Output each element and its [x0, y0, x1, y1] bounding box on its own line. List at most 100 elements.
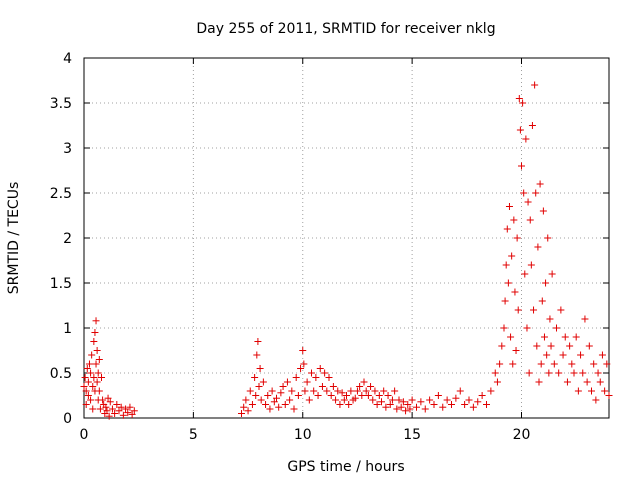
data-point — [563, 378, 571, 386]
data-point — [511, 288, 519, 296]
data-point — [561, 333, 569, 341]
x-tick-label: 5 — [189, 427, 198, 443]
y-tick-label: 0.5 — [50, 366, 72, 382]
data-point — [530, 306, 538, 314]
data-point — [397, 403, 405, 411]
data-point — [598, 351, 606, 359]
data-point — [83, 365, 91, 372]
data-point — [559, 351, 567, 359]
data-point — [102, 403, 110, 411]
data-point — [332, 396, 340, 404]
data-point — [305, 396, 313, 404]
data-point — [92, 317, 100, 325]
data-point — [533, 342, 541, 350]
data-point — [325, 374, 333, 381]
x-tick-label: 0 — [80, 427, 89, 443]
x-tick-label: 15 — [403, 427, 421, 443]
data-point — [244, 407, 252, 415]
y-tick-label: 3.5 — [50, 96, 72, 112]
data-point — [281, 401, 289, 408]
data-point — [581, 315, 589, 323]
y-axis-label: SRMTID / TECUs — [6, 182, 22, 295]
data-point — [90, 338, 98, 345]
data-point — [526, 216, 534, 224]
data-point — [300, 360, 308, 368]
data-point — [434, 392, 442, 399]
data-point — [583, 378, 591, 386]
data-point — [402, 407, 410, 415]
data-point — [89, 405, 97, 413]
data-point — [544, 234, 552, 242]
y-tick-label: 3 — [63, 141, 72, 157]
data-point — [297, 365, 305, 372]
data-point — [303, 378, 311, 386]
data-point — [474, 398, 482, 406]
data-point — [119, 411, 127, 419]
data-point — [104, 394, 112, 402]
data-point — [301, 387, 309, 395]
data-point — [519, 99, 527, 107]
data-point — [87, 369, 95, 377]
data-point — [253, 351, 261, 359]
data-point — [87, 396, 95, 404]
data-point — [93, 378, 101, 386]
data-point — [505, 203, 513, 210]
data-point — [395, 396, 403, 404]
data-point — [543, 351, 551, 359]
data-point — [273, 394, 280, 402]
data-point — [106, 398, 114, 406]
data-point — [103, 407, 111, 415]
data-point — [513, 234, 521, 242]
data-point — [259, 378, 267, 386]
data-point — [452, 394, 460, 402]
data-point — [421, 405, 429, 413]
data-point — [277, 389, 285, 397]
data-point — [510, 216, 518, 224]
data-point — [493, 378, 501, 386]
data-point — [122, 405, 130, 413]
data-point — [605, 392, 613, 399]
data-point — [360, 378, 368, 386]
data-point — [316, 365, 324, 372]
x-tick-label: 10 — [294, 427, 312, 443]
x-axis-label: GPS time / hours — [287, 459, 404, 475]
data-point — [507, 333, 515, 341]
data-point — [375, 392, 383, 399]
data-point — [286, 396, 294, 404]
data-point — [81, 374, 89, 381]
data-point — [347, 387, 355, 395]
data-point — [508, 252, 516, 260]
data-point — [96, 405, 104, 413]
data-point — [523, 324, 531, 332]
data-point — [84, 392, 92, 399]
data-point — [84, 378, 92, 386]
data-point — [590, 360, 598, 368]
data-point — [373, 401, 381, 408]
data-point — [393, 405, 401, 413]
data-point — [90, 374, 98, 381]
data-point — [380, 387, 388, 395]
data-point — [124, 409, 132, 417]
data-point — [521, 270, 529, 278]
data-point — [99, 396, 107, 404]
data-point — [323, 387, 331, 395]
data-point — [257, 396, 265, 404]
data-point — [456, 387, 464, 395]
data-point — [601, 387, 609, 395]
y-tick-label: 0 — [63, 411, 72, 427]
data-point — [548, 270, 556, 278]
data-point — [362, 387, 370, 395]
data-point — [299, 347, 307, 354]
data-point — [80, 383, 88, 390]
data-point — [262, 401, 270, 408]
data-point — [516, 126, 524, 134]
data-point — [539, 207, 547, 215]
data-point — [256, 365, 264, 372]
data-point — [312, 374, 320, 381]
data-point — [88, 351, 96, 359]
data-point — [538, 297, 546, 305]
data-point — [283, 378, 291, 386]
data-point — [338, 389, 346, 397]
data-point — [518, 162, 525, 170]
data-point — [443, 396, 451, 404]
